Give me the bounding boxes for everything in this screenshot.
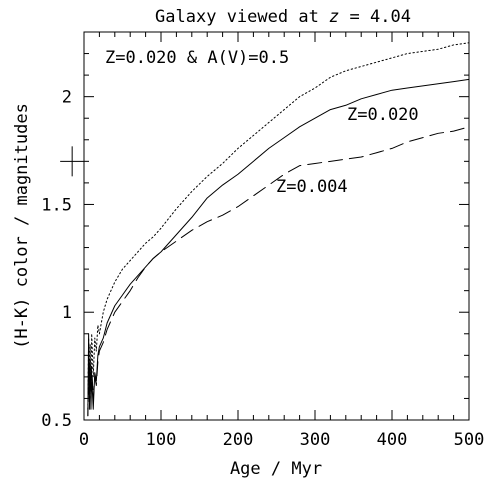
series-lines (87, 42, 470, 417)
x-tick-label: 400 (377, 430, 408, 450)
series-label-z0020-av05: Z=0.020 & A(V)=0.5 (105, 48, 289, 68)
x-tick-label: 0 (79, 430, 89, 450)
chart-title-redshift-symbol: z (329, 7, 339, 27)
annotations: Z=0.020 Z=0.004 Z=0.020 & A(V)=0.5 (60, 48, 419, 197)
chart-title: Galaxy viewed at z = 4.04 (155, 7, 411, 27)
plot-frame (83, 31, 470, 421)
x-axis-tick-labels: 0 100 200 300 400 500 (79, 430, 484, 450)
y-axis-label: (H-K) color / magnitudes (12, 103, 32, 349)
series-line-2 (87, 126, 470, 417)
chart-title-prefix: Galaxy viewed at (155, 7, 329, 27)
y-axis-ticks (84, 31, 469, 421)
x-tick-label: 500 (454, 430, 485, 450)
x-axis-ticks (83, 32, 470, 420)
chart-title-redshift-value: = 4.04 (339, 7, 411, 27)
x-tick-label: 200 (223, 430, 254, 450)
series-label-z0020: Z=0.020 (347, 105, 419, 125)
x-tick-label: 300 (300, 430, 331, 450)
y-tick-label: 1.5 (41, 195, 72, 215)
series-line-1 (87, 78, 470, 417)
y-tick-label: 2 (62, 88, 72, 108)
x-tick-label: 100 (146, 430, 177, 450)
series-label-z0004: Z=0.004 (276, 177, 348, 197)
y-axis-tick-labels: 0.5 1 1.5 2 (41, 88, 72, 431)
x-axis-label: Age / Myr (230, 459, 322, 479)
y-tick-label: 0.5 (41, 411, 72, 431)
series-line-3 (87, 42, 470, 410)
y-tick-label: 1 (62, 303, 72, 323)
